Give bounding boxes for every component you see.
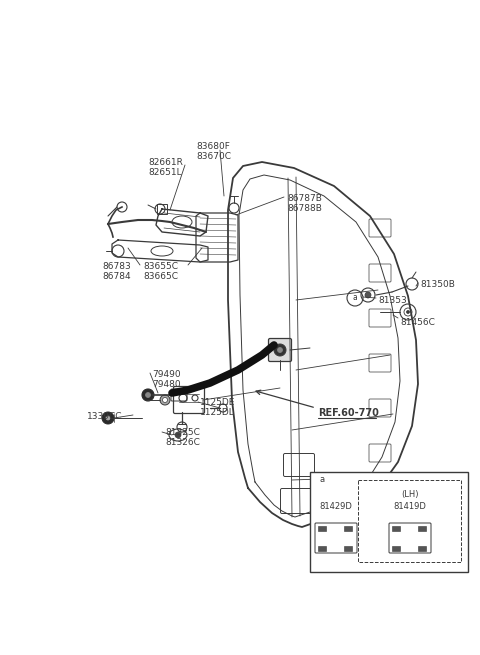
Text: 83670C: 83670C	[196, 152, 231, 161]
Bar	[344, 546, 352, 551]
FancyBboxPatch shape	[268, 339, 291, 362]
Text: 79490: 79490	[152, 370, 180, 379]
Circle shape	[160, 395, 170, 405]
Circle shape	[318, 533, 328, 543]
Text: 1339CC: 1339CC	[87, 412, 122, 421]
Bar	[392, 546, 400, 551]
Bar	[418, 526, 426, 531]
Text: REF.60-770: REF.60-770	[318, 408, 379, 418]
Text: 81326C: 81326C	[165, 438, 200, 447]
Bar	[418, 546, 426, 551]
Circle shape	[175, 432, 181, 438]
Text: 81353: 81353	[378, 296, 407, 305]
Bar	[318, 546, 326, 551]
Circle shape	[418, 533, 428, 543]
Text: 86784: 86784	[102, 272, 131, 281]
Bar	[157, 204, 167, 214]
Text: 79480: 79480	[152, 380, 180, 389]
Text: 81456C: 81456C	[400, 318, 435, 327]
Text: 86788B: 86788B	[287, 204, 322, 213]
Text: 83655C: 83655C	[143, 262, 178, 271]
Text: 86787B: 86787B	[287, 194, 322, 203]
Circle shape	[142, 389, 154, 401]
Text: 81419D: 81419D	[394, 502, 426, 511]
Bar	[310, 472, 468, 572]
Circle shape	[321, 536, 325, 540]
Text: 1125DE: 1125DE	[200, 398, 235, 407]
Text: a: a	[319, 476, 324, 485]
Circle shape	[106, 416, 110, 420]
Text: 83680F: 83680F	[196, 142, 230, 151]
Circle shape	[420, 536, 425, 540]
Bar	[358, 480, 461, 562]
Text: 81325C: 81325C	[165, 428, 200, 437]
Circle shape	[274, 344, 286, 356]
Bar	[392, 526, 400, 531]
Text: 83665C: 83665C	[143, 272, 178, 281]
Circle shape	[277, 348, 283, 352]
Text: 82651L: 82651L	[148, 168, 181, 177]
Text: a: a	[353, 293, 358, 303]
Circle shape	[365, 292, 371, 298]
Text: 1125DL: 1125DL	[200, 408, 235, 417]
Text: (LH): (LH)	[401, 490, 419, 499]
Text: 82661R: 82661R	[148, 158, 183, 167]
FancyBboxPatch shape	[389, 523, 431, 553]
FancyBboxPatch shape	[315, 523, 357, 553]
Bar	[318, 526, 326, 531]
Circle shape	[102, 412, 114, 424]
Bar	[344, 526, 352, 531]
Circle shape	[315, 473, 329, 487]
Text: 86783: 86783	[102, 262, 131, 271]
Circle shape	[407, 310, 409, 314]
Text: 81429D: 81429D	[320, 502, 352, 511]
Text: 81350B: 81350B	[420, 280, 455, 289]
Circle shape	[163, 398, 168, 403]
Circle shape	[145, 392, 151, 398]
